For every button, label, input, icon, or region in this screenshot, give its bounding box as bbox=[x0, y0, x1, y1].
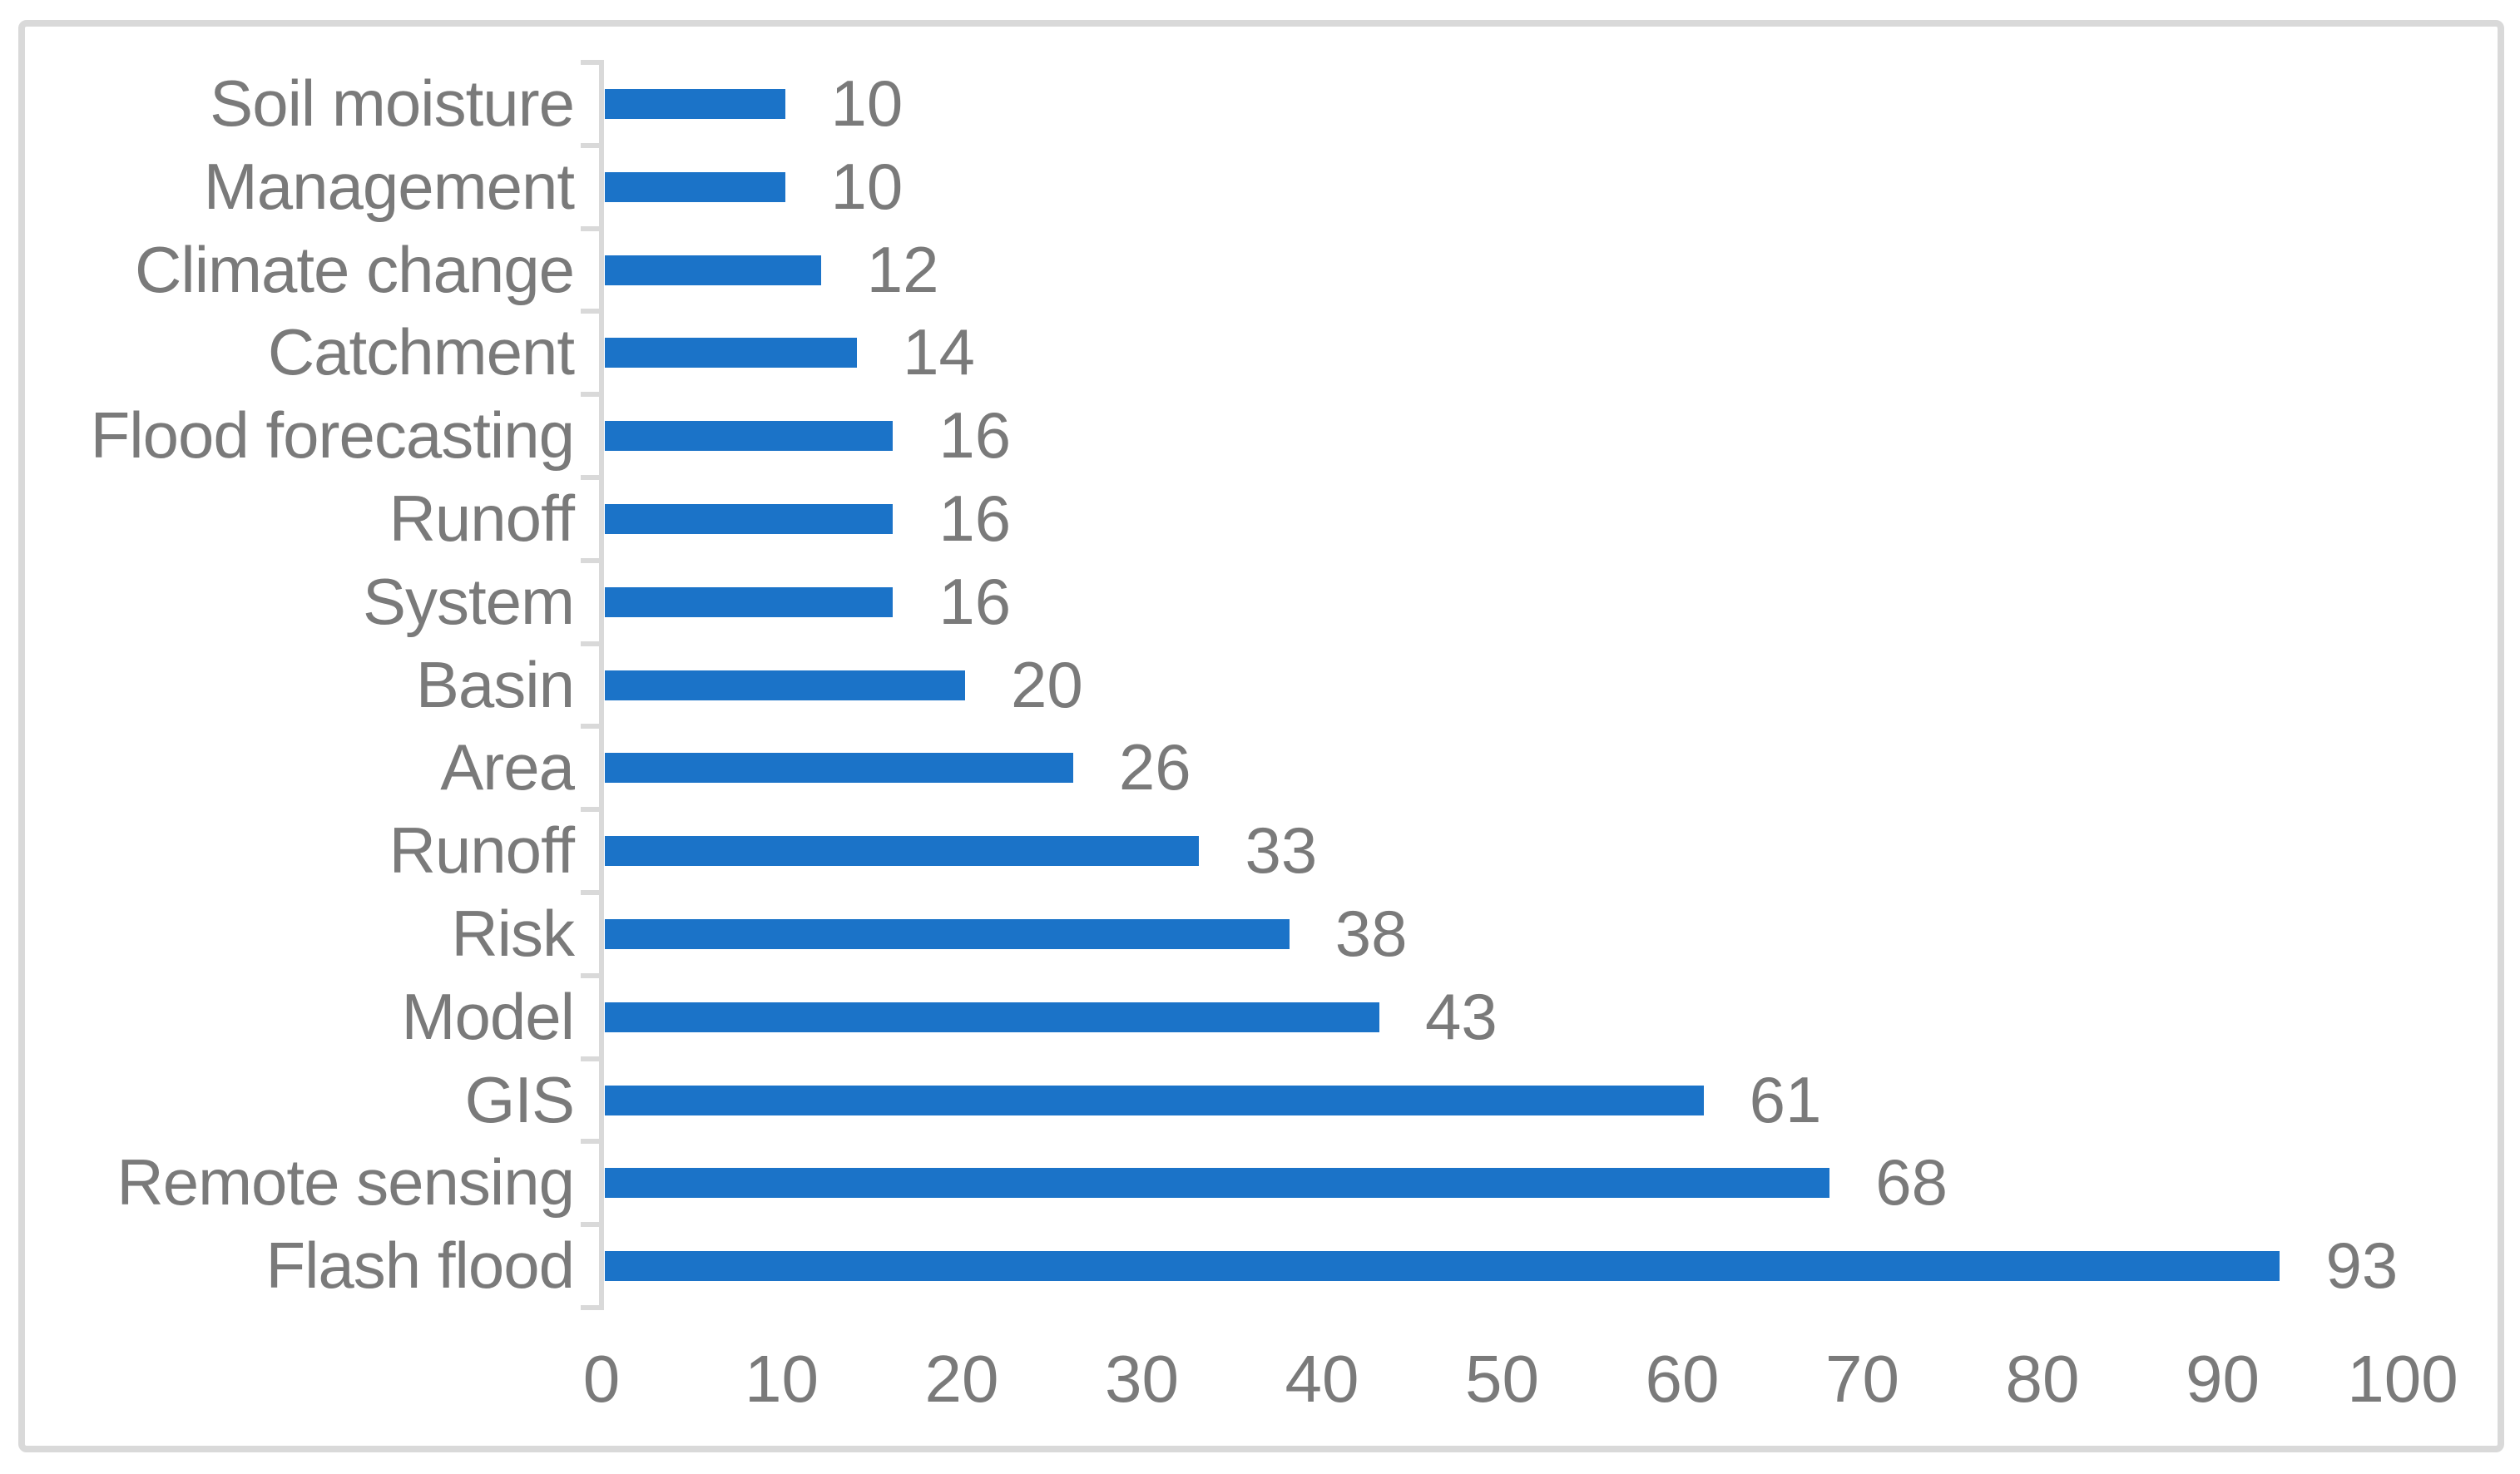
category-axis-tick bbox=[581, 392, 599, 398]
category-label: Runoff bbox=[389, 814, 575, 888]
bar bbox=[605, 171, 785, 202]
x-axis-tick-label: 70 bbox=[1825, 1342, 1899, 1416]
value-label: 16 bbox=[938, 482, 1012, 555]
category-label: Area bbox=[440, 730, 575, 804]
value-label: 14 bbox=[903, 315, 975, 389]
x-axis-tick-label: 40 bbox=[1285, 1342, 1359, 1416]
category-axis-tick bbox=[581, 724, 599, 730]
category-axis-tick bbox=[581, 641, 599, 646]
category-axis-tick bbox=[581, 309, 599, 314]
value-label: 93 bbox=[2325, 1229, 2399, 1303]
category-label: Model bbox=[401, 979, 575, 1053]
category-axis-tick bbox=[581, 557, 599, 563]
bar bbox=[605, 421, 894, 452]
bar bbox=[605, 1168, 1830, 1199]
value-label: 12 bbox=[866, 232, 939, 306]
category-axis-tick bbox=[581, 225, 599, 231]
category-axis-tick bbox=[581, 972, 599, 978]
category-axis-tick bbox=[581, 142, 599, 148]
value-label: 16 bbox=[938, 398, 1012, 472]
x-axis-tick-label: 0 bbox=[582, 1342, 621, 1416]
category-label: Catchment bbox=[267, 315, 575, 389]
category-label: Soil moisture bbox=[210, 67, 575, 140]
x-axis-tick-label: 20 bbox=[924, 1342, 999, 1416]
x-axis-tick-label: 80 bbox=[2005, 1342, 2080, 1416]
bar bbox=[605, 670, 965, 700]
x-axis-tick-label: 50 bbox=[1465, 1342, 1539, 1416]
category-label: Management bbox=[203, 149, 575, 223]
value-label: 61 bbox=[1749, 1062, 1822, 1136]
x-axis-tick-label: 30 bbox=[1105, 1342, 1179, 1416]
x-axis-tick-label: 60 bbox=[1645, 1342, 1720, 1416]
value-label: 38 bbox=[1334, 897, 1408, 970]
category-label: Flash flood bbox=[265, 1229, 575, 1303]
value-label: 10 bbox=[830, 67, 904, 140]
bar bbox=[605, 836, 1200, 867]
category-label: Risk bbox=[451, 897, 575, 970]
bar bbox=[605, 918, 1290, 949]
category-axis-tick bbox=[581, 1056, 599, 1061]
value-label: 26 bbox=[1118, 730, 1191, 804]
x-axis-tick-label: 100 bbox=[2347, 1342, 2458, 1416]
category-label: System bbox=[362, 564, 575, 638]
category-axis-tick bbox=[581, 60, 599, 65]
figure-border bbox=[18, 20, 2504, 1452]
category-label: GIS bbox=[464, 1062, 575, 1136]
bar bbox=[605, 1085, 1704, 1115]
value-label: 68 bbox=[1875, 1145, 1948, 1219]
bar bbox=[605, 1251, 2280, 1282]
bar bbox=[605, 338, 858, 368]
category-label: Flood forecasting bbox=[90, 398, 575, 472]
bar bbox=[605, 753, 1073, 784]
category-axis-tick bbox=[581, 1305, 599, 1310]
category-label: Remote sensing bbox=[116, 1145, 575, 1219]
category-axis-tick bbox=[581, 807, 599, 813]
category-label: Climate change bbox=[135, 232, 575, 306]
bar bbox=[605, 88, 785, 119]
x-axis-tick-label: 10 bbox=[745, 1342, 819, 1416]
value-label: 43 bbox=[1424, 979, 1498, 1053]
category-axis-tick bbox=[581, 1222, 599, 1228]
category-axis-line bbox=[599, 60, 604, 1310]
bar bbox=[605, 503, 894, 534]
value-label: 10 bbox=[830, 149, 904, 223]
bar bbox=[605, 1002, 1379, 1032]
category-axis-tick bbox=[581, 1139, 599, 1145]
value-label: 20 bbox=[1011, 647, 1083, 721]
category-label: Runoff bbox=[389, 482, 575, 555]
category-axis-tick bbox=[581, 890, 599, 895]
bar bbox=[605, 586, 894, 617]
bar bbox=[605, 255, 821, 285]
category-axis-tick bbox=[581, 475, 599, 480]
category-label: Basin bbox=[415, 647, 575, 721]
value-label: 16 bbox=[938, 564, 1012, 638]
x-axis-tick-label: 90 bbox=[2186, 1342, 2260, 1416]
value-label: 33 bbox=[1245, 814, 1318, 888]
